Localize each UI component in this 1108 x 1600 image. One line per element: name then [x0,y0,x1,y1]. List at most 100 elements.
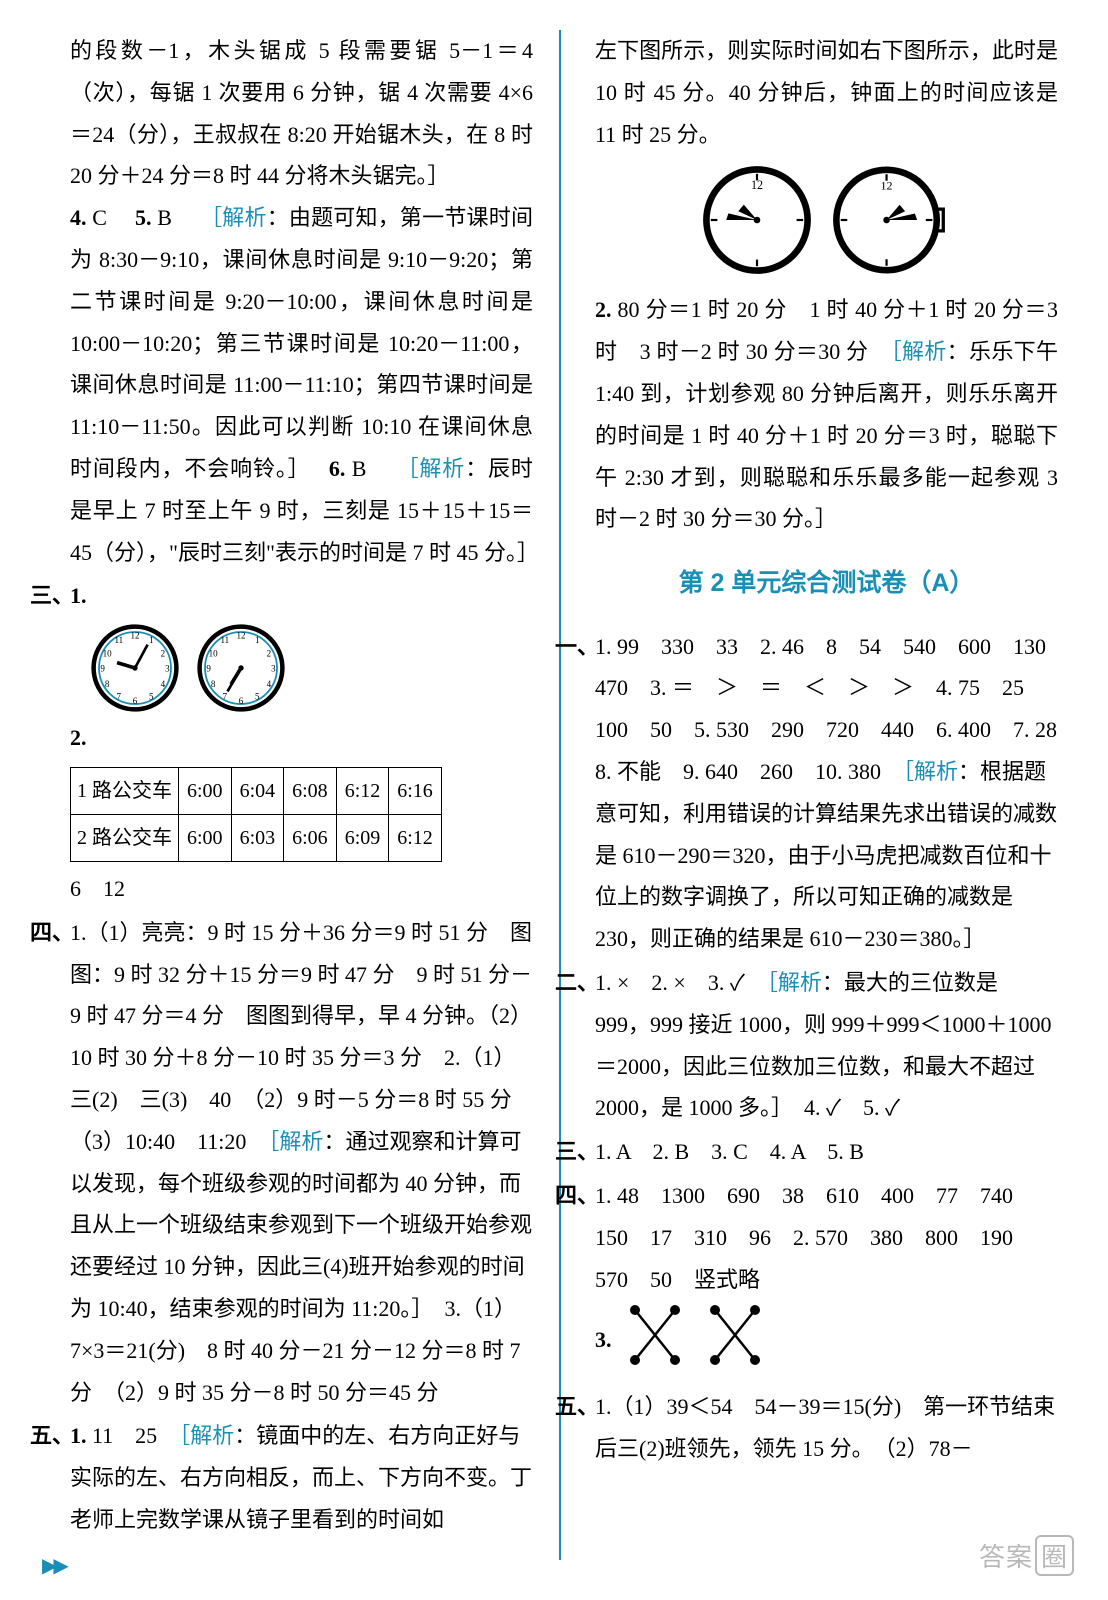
right-p2: 2. 80 分＝1 时 20 分 1 时 40 分＋1 时 20 分＝3 时 3… [595,289,1058,540]
q5-num: 5. [135,205,152,230]
svg-text:11: 11 [114,635,123,645]
r-sec4-q3-row: 3. [595,1300,1058,1384]
bus-cell: 6:12 [336,767,389,814]
right-p1: 左下图所示，则实际时间如右下图所示，此时是 10 时 45 分。40 分钟后，钟… [595,30,1058,155]
section-5-left: 五、 1. 11 25 ［解析：镜面中的左、右方向正好与实际的左、右方向相反，而… [70,1415,533,1540]
footer-arrow-icon: ▶▶ [42,1553,65,1578]
svg-text:4: 4 [267,679,272,689]
r-sec2-body: 1. × 2. × 3. ✓ ［解析：最大的三位数是 999，999 接近 10… [595,970,1052,1120]
r-sec2-label: 二、 [555,962,599,1004]
left-column: 的段数－1，木头锯成 5 段需要锯 5－1＝4（次），每锯 1 次要用 6 分钟… [40,30,555,1560]
r-sec4-body: 1. 48 1300 690 38 610 400 77 740 150 17 … [595,1183,1035,1292]
r-sec2-tail: 4. ✓ 5. ✓ [782,1095,900,1120]
svg-text:10: 10 [209,648,219,658]
r-sec1-analysis: ：根据题意可知，利用错误的计算结果先求出错误的减数是 610－290＝320，由… [595,759,1057,951]
r-q2-analysis: ：乐乐下午 1:40 到，计划参观 80 分钟后离开，则乐乐离开的时间是 1 时… [595,339,1058,531]
r-sec3-body: 1. A 2. B 3. C 4. A 5. B [595,1139,864,1164]
q5-analysis: ：由题可知，第一节课时间为 8:30－9:10，课间休息时间是 9:10－9:2… [70,205,533,481]
bus-cell: 6:00 [179,767,232,814]
q6-ans: B [352,456,367,481]
r-section-2: 二、 1. × 2. × 3. ✓ ［解析：最大的三位数是 999，999 接近… [595,962,1058,1129]
bus-cell: 6:06 [284,814,337,861]
bus-cell: 6:16 [389,767,442,814]
clock-icon: 12 [832,165,952,275]
sec4-analysis: ：通过观察和计算可以发现，每个班级参观的时间都为 40 分钟，而且从上一个班级结… [70,1129,532,1321]
analysis-label: ［解析 [767,970,822,995]
svg-text:12: 12 [750,179,762,193]
r-sec5-body: 1.（1）39＜54 54－39＝15(分) 第一环节结束后三(2)班领先，领先… [595,1394,1055,1461]
svg-text:11: 11 [220,635,229,645]
q4-num: 4. [70,205,87,230]
svg-text:7: 7 [117,692,122,702]
r-sec1-body: 1. 99 330 33 2. 46 8 54 540 600 130 470 … [595,634,1079,952]
sec3-tail: 6 12 [70,868,533,910]
bus-cell: 6:09 [336,814,389,861]
section-5-label: 五、 [30,1415,74,1457]
bus-cell: 6:04 [231,767,284,814]
svg-text:1: 1 [149,635,154,645]
left-p1: 的段数－1，木头锯成 5 段需要锯 5－1＝4（次），每锯 1 次要用 6 分钟… [70,30,533,197]
bus-cell: 6:12 [389,814,442,861]
column-divider [559,30,561,1560]
svg-text:6: 6 [239,696,244,706]
r-section-4: 四、 1. 48 1300 690 38 610 400 77 740 150 … [595,1175,1058,1384]
svg-text:10: 10 [103,648,113,658]
sec3-q2: 2. [70,725,87,750]
clocks-right: 12 12 [595,165,1058,275]
svg-text:5: 5 [255,692,260,702]
bus-cell: 6:03 [231,814,284,861]
analysis-label: ［解析 [200,205,267,230]
section-3: 三、 1. 123 69 12 45 78 1011 [70,575,533,909]
cross-diagram [625,1300,775,1384]
table-row: 2 路公交车 6:00 6:03 6:06 6:09 6:12 [71,814,442,861]
r-sec1-label: 一、 [555,626,599,668]
bus-table: 1 路公交车 6:00 6:04 6:08 6:12 6:16 2 路公交车 6… [70,767,442,862]
r-section-5: 五、 1.（1）39＜54 54－39＝15(分) 第一环节结束后三(2)班领先… [595,1386,1058,1470]
bus-cell: 6:00 [179,814,232,861]
svg-text:3: 3 [271,664,276,674]
clock-icon: 123 69 12 45 78 1011 [90,623,180,713]
watermark-box: 圈 [1035,1535,1074,1576]
sec5-ans: 11 25 [92,1423,157,1448]
left-p2: 4. C 5. B ［解析：由题可知，第一节课时间为 8:30－9:10，课间休… [70,197,533,573]
svg-text:9: 9 [206,664,211,674]
unit-title: 第 2 单元综合测试卷（A） [595,560,1058,608]
section-3-label: 三、 [30,575,74,617]
r-sec3-label: 三、 [555,1131,599,1173]
svg-text:12: 12 [237,630,246,640]
bus-cell: 1 路公交车 [71,767,179,814]
sec4-body: 1.（1）亮亮：9 时 15 分＋36 分＝9 时 51 分 图图：9 时 32… [70,920,534,1405]
bus-cell: 2 路公交车 [71,814,179,861]
q6-num: 6. [329,456,346,481]
svg-text:6: 6 [133,696,138,706]
svg-text:2: 2 [161,648,166,658]
svg-text:8: 8 [211,679,216,689]
svg-text:2: 2 [267,648,272,658]
svg-text:7: 7 [223,692,228,702]
q4-ans: C [92,205,107,230]
analysis-label: ［解析 [268,1129,323,1154]
svg-text:12: 12 [131,630,140,640]
svg-text:9: 9 [100,664,105,674]
analysis-label: ［解析 [179,1423,234,1448]
clocks-left: 123 69 12 45 78 1011 123 [90,623,533,713]
svg-text:5: 5 [149,692,154,702]
clock-icon: 123 69 12 45 78 1011 [196,623,286,713]
table-row: 1 路公交车 6:00 6:04 6:08 6:12 6:16 [71,767,442,814]
r-section-3: 三、 1. A 2. B 3. C 4. A 5. B [595,1131,1058,1173]
section-4: 四、 1.（1）亮亮：9 时 15 分＋36 分＝9 时 51 分 图图：9 时… [70,912,533,1414]
right-column: 左下图所示，则实际时间如右下图所示，此时是 10 时 45 分。40 分钟后，钟… [565,30,1068,1560]
watermark: 答案圈 [979,1535,1074,1576]
svg-text:4: 4 [161,679,166,689]
r-sec5-label: 五、 [555,1386,599,1428]
section-4-label: 四、 [30,912,74,954]
r-sec4-q3: 3. [595,1327,612,1352]
analysis-label: ［解析 [891,339,947,364]
sec5-body: 1. 11 25 ［解析：镜面中的左、右方向正好与实际的左、右方向相反，而上、下… [70,1423,532,1532]
clock-icon: 12 [702,165,812,275]
r-sec2-text: 1. × 2. × 3. ✓ [595,970,767,995]
sec4-text: 1.（1）亮亮：9 时 15 分＋36 分＝9 时 51 分 图图：9 时 32… [70,920,534,1154]
svg-text:8: 8 [105,679,110,689]
bus-cell: 6:08 [284,767,337,814]
analysis-label-2: ［解析 [397,456,466,481]
